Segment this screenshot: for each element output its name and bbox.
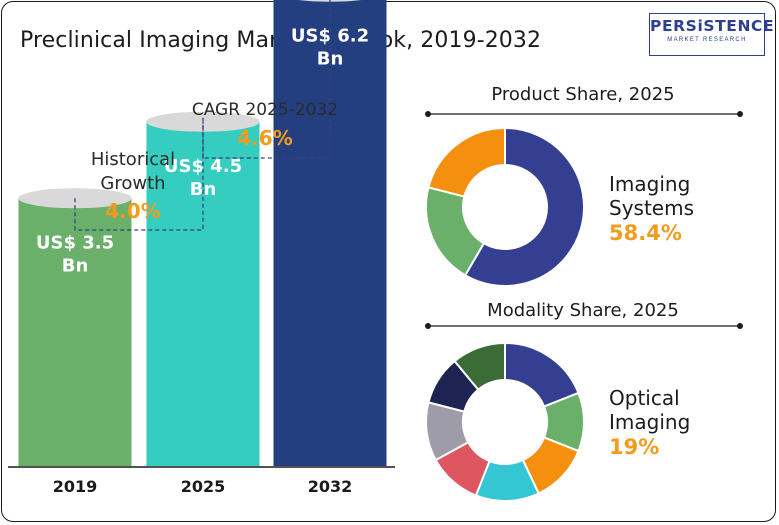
product-share-highlight-value: 58.4%	[609, 221, 682, 245]
product-share-slice-1	[463, 126, 585, 287]
product-share-highlight-label: Imaging	[609, 172, 690, 196]
cagr-connector	[202, 0, 331, 159]
product-share-slice-3	[427, 126, 506, 198]
bar-value-label-2019: US$ 3.5	[36, 232, 114, 253]
product-share-title: Product Share, 2025	[491, 84, 674, 105]
historical-growth-value: 4.0%	[105, 199, 160, 223]
brand-logo: PERSiSTENCE MARKET RESEARCH	[649, 13, 775, 56]
modality-share-highlight-value: 19%	[609, 435, 659, 459]
product-share-highlight-label: Systems	[609, 196, 694, 220]
cagr-label: CAGR 2025-2032	[192, 100, 338, 120]
x-tick-label-2025: 2025	[181, 477, 226, 496]
x-tick-label-2032: 2032	[308, 477, 353, 496]
historical-growth-label: Growth	[100, 173, 165, 194]
bar-value-label-2019: Bn	[62, 255, 89, 276]
product-share-divider-dot	[737, 111, 743, 117]
modality-share-title: Modality Share, 2025	[487, 300, 679, 321]
modality-share-highlight-label: Imaging	[609, 410, 690, 434]
historical-growth-connector	[74, 121, 204, 231]
modality-share-highlight-label: Optical	[609, 386, 680, 410]
logo-subtext: MARKET RESEARCH	[667, 37, 747, 43]
product-share-divider-dot	[425, 111, 431, 117]
modality-share-slice-8	[453, 341, 506, 392]
bar-2019	[18, 198, 132, 466]
bar-value-label-2025: Bn	[190, 179, 217, 200]
x-tick-label-2019: 2019	[53, 477, 98, 496]
modality-share-divider-dot	[425, 323, 431, 329]
logo-text: PERSiSTENCE	[650, 17, 775, 35]
cagr-value: 4.6%	[237, 126, 292, 150]
historical-growth-label: Historical	[91, 149, 175, 170]
bar-value-label-2025: US$ 4.5	[164, 156, 242, 177]
modality-share-divider-dot	[737, 323, 743, 329]
